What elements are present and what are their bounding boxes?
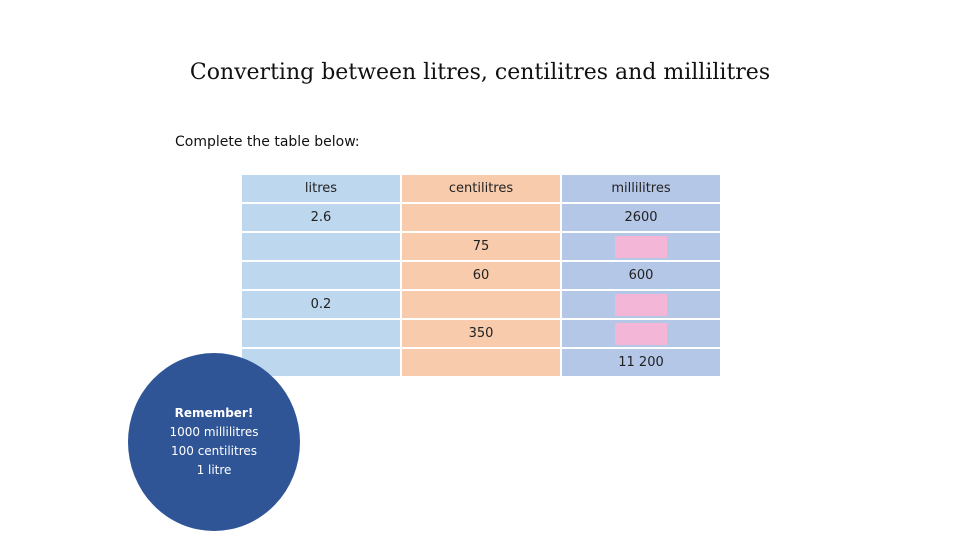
instruction-text: Complete the table below: — [175, 134, 360, 150]
answer-box[interactable] — [615, 293, 667, 316]
answer-box[interactable] — [615, 322, 667, 345]
cell-millilitres: 11 200 — [560, 347, 722, 378]
table-row: 75 — [240, 231, 722, 262]
conversion-table: litres centilitres millilitres 2.6 2600 … — [240, 173, 722, 378]
page-title: Converting between litres, centilitres a… — [189, 60, 771, 85]
cell-centilitres: 75 — [400, 231, 562, 262]
header-millilitres: millilitres — [560, 173, 722, 204]
cell-litres-blank[interactable] — [240, 318, 402, 349]
cell-centilitres-blank[interactable] — [400, 289, 562, 320]
cell-millilitres: 600 — [560, 260, 722, 291]
table-row: 2.6 2600 — [240, 202, 722, 233]
cell-centilitres-blank[interactable] — [400, 202, 562, 233]
cell-centilitres: 350 — [400, 318, 562, 349]
table-row: 0.2 — [240, 289, 722, 320]
answer-box[interactable] — [455, 352, 507, 374]
answer-box[interactable] — [455, 207, 507, 229]
remember-line: 100 centilitres — [170, 444, 258, 458]
cell-millilitres-blank[interactable] — [560, 289, 722, 320]
cell-centilitres: 60 — [400, 260, 562, 291]
cell-litres-blank[interactable] — [240, 260, 402, 291]
table-row: 350 — [240, 318, 722, 349]
table-header-row: litres centilitres millilitres — [240, 173, 722, 204]
cell-millilitres-blank[interactable] — [560, 231, 722, 262]
cell-litres-blank[interactable] — [240, 231, 402, 262]
cell-millilitres: 2600 — [560, 202, 722, 233]
remember-heading: Remember! — [174, 406, 254, 420]
remember-line: 1000 millilitres — [169, 425, 259, 439]
cell-litres: 2.6 — [240, 202, 402, 233]
remember-line: 1 litre — [196, 463, 232, 477]
header-centilitres: centilitres — [400, 173, 562, 204]
header-litres: litres — [240, 173, 402, 204]
table-row: 60 600 — [240, 260, 722, 291]
cell-millilitres-blank[interactable] — [560, 318, 722, 349]
remember-callout: Remember! 1000 millilitres 100 centilitr… — [128, 353, 300, 531]
cell-litres: 0.2 — [240, 289, 402, 320]
table-row: 11 200 — [240, 347, 722, 378]
cell-centilitres-blank[interactable] — [400, 347, 562, 378]
answer-box[interactable] — [455, 294, 507, 316]
answer-box[interactable] — [615, 235, 667, 258]
